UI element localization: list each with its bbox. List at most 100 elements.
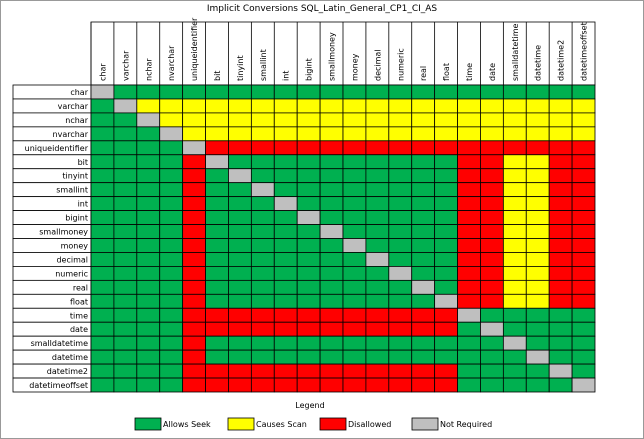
cell	[365, 321, 390, 337]
cell	[411, 126, 436, 142]
cell	[434, 349, 458, 365]
cell	[113, 140, 138, 156]
cell	[159, 98, 184, 114]
cell	[525, 307, 550, 323]
cell	[182, 266, 206, 281]
cell	[365, 210, 390, 225]
cell	[228, 349, 252, 365]
cell	[90, 349, 115, 365]
cell	[342, 377, 367, 393]
row-label: time	[70, 311, 88, 320]
column-label: bit	[213, 71, 222, 81]
cell	[525, 182, 550, 198]
cell	[502, 266, 527, 281]
cell	[250, 279, 275, 295]
cell	[480, 266, 504, 281]
cell	[228, 321, 252, 337]
cell	[90, 182, 115, 198]
cell	[273, 335, 298, 351]
column-label: datetimeoffset	[580, 22, 589, 81]
cell	[159, 349, 184, 365]
cell	[571, 210, 596, 225]
cell	[502, 196, 527, 211]
cell	[411, 210, 436, 225]
cell	[502, 279, 527, 295]
cell	[319, 112, 344, 128]
row-label: int	[78, 200, 88, 209]
cell	[319, 154, 344, 170]
cell	[365, 363, 390, 379]
cell	[296, 112, 321, 128]
cell	[319, 168, 344, 184]
cell	[571, 182, 596, 198]
cell	[388, 321, 413, 337]
row-label: smalldatetime	[31, 339, 89, 348]
cell	[571, 335, 596, 351]
cell	[434, 126, 458, 142]
cell	[205, 363, 229, 379]
cell	[411, 98, 436, 114]
cell	[136, 182, 161, 198]
cell	[113, 293, 138, 309]
cell	[434, 112, 458, 128]
cell	[411, 293, 436, 309]
cell	[525, 98, 550, 114]
cell	[480, 349, 504, 365]
cell	[319, 210, 344, 225]
cell	[525, 252, 550, 267]
cell	[136, 210, 161, 225]
column-label: uniqueidentifier	[190, 17, 199, 81]
cell	[228, 140, 252, 156]
cell	[159, 252, 184, 267]
cell	[250, 266, 275, 281]
cell	[571, 98, 596, 114]
cell	[250, 252, 275, 267]
cell	[319, 196, 344, 211]
cell	[502, 363, 527, 379]
cell	[273, 196, 298, 211]
cell	[411, 182, 436, 198]
cell	[205, 168, 229, 184]
cell	[273, 168, 298, 184]
cell	[136, 377, 161, 393]
cell	[548, 126, 573, 142]
row-label: bit	[78, 158, 88, 167]
cell	[136, 84, 161, 100]
cell	[434, 266, 458, 281]
cell	[296, 126, 321, 142]
cell	[159, 224, 184, 239]
row-label: nvarchar	[53, 130, 89, 139]
cell	[250, 112, 275, 128]
cell	[273, 154, 298, 170]
cell	[296, 168, 321, 184]
cell	[205, 84, 229, 100]
cell	[136, 252, 161, 267]
cell	[548, 182, 573, 198]
cell	[502, 238, 527, 253]
cell	[411, 224, 436, 239]
cell	[548, 224, 573, 239]
cell	[571, 112, 596, 128]
cell	[136, 335, 161, 351]
cell	[250, 168, 275, 184]
cell	[457, 84, 481, 100]
cell	[205, 112, 229, 128]
cell	[136, 266, 161, 281]
cell	[90, 196, 115, 211]
cell	[113, 279, 138, 295]
cell	[205, 293, 229, 309]
cell	[365, 112, 390, 128]
cell	[525, 321, 550, 337]
cell	[480, 84, 504, 100]
cell	[113, 266, 138, 281]
cell	[342, 84, 367, 100]
cell	[136, 154, 161, 170]
cell	[480, 140, 504, 156]
cell	[342, 126, 367, 142]
cell	[273, 349, 298, 365]
cell	[159, 168, 184, 184]
cell	[525, 363, 550, 379]
cell	[159, 154, 184, 170]
cell	[342, 266, 367, 281]
